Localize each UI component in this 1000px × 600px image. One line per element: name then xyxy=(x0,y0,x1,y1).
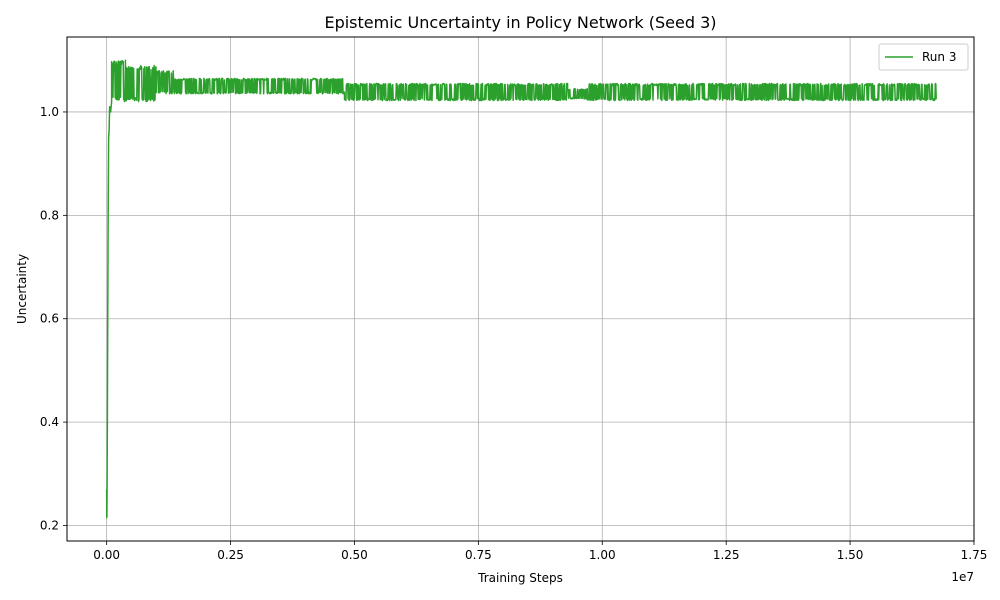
series-line-run-3 xyxy=(105,59,937,519)
y-axis-title: Uncertainty xyxy=(15,254,29,324)
plot-frame xyxy=(66,36,975,542)
y-tick-label: 0.2 xyxy=(40,518,59,532)
y-tick-label: 0.6 xyxy=(40,312,59,326)
legend-box xyxy=(878,43,969,71)
legend: Run 3 xyxy=(878,43,969,71)
x-axis-title: Training Steps xyxy=(477,571,563,585)
x-tick-label: 1.25 xyxy=(713,548,740,562)
x-tick-label: 1.00 xyxy=(589,548,616,562)
x-tick-label: 0.25 xyxy=(217,548,244,562)
series-layer xyxy=(105,59,937,519)
chart-title: Epistemic Uncertainty in Policy Network … xyxy=(324,13,716,32)
legend-label-run-3: Run 3 xyxy=(922,50,956,64)
y-tick-label: 1.0 xyxy=(40,105,59,119)
x-tick-label: 0.50 xyxy=(341,548,368,562)
x-tick-label: 0.75 xyxy=(465,548,492,562)
y-tick-label: 0.4 xyxy=(40,415,59,429)
x-tick-label: 0.00 xyxy=(93,548,120,562)
x-axis-offset-label: 1e7 xyxy=(951,570,974,584)
x-tick-label: 1.50 xyxy=(837,548,864,562)
ticks: 0.00 0.25 0.50 0.75 1.00 1.25 1.50 1.75 0.2 0.4 0.… xyxy=(40,105,987,562)
y-tick-label: 0.8 xyxy=(40,208,59,222)
x-tick-label: 1.75 xyxy=(961,548,988,562)
